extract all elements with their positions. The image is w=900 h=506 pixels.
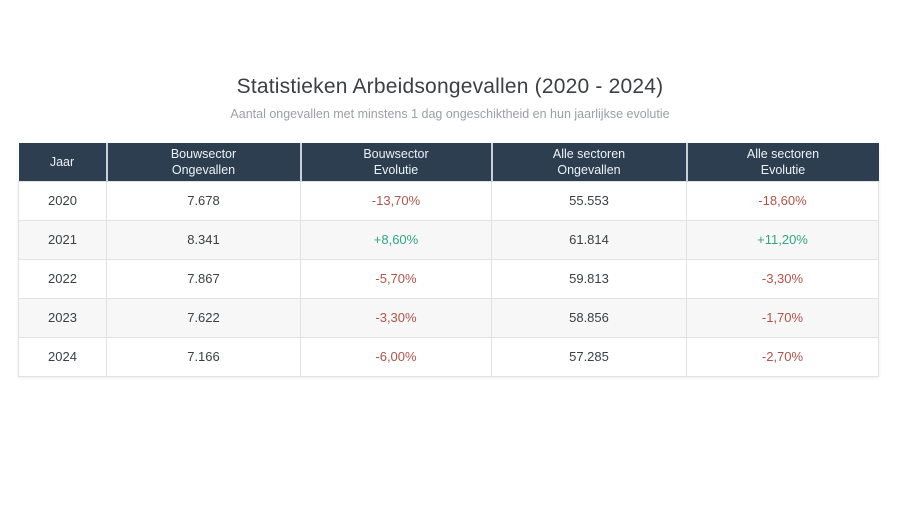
page-title: Statistieken Arbeidsongevallen (2020 - 2… [236, 75, 664, 98]
year-cell: 2022 [18, 258, 107, 299]
bouwsector-ongevallen-cell: 7.622 [106, 297, 301, 338]
alle-sectoren-evolutie-value: -18,60% [686, 180, 879, 221]
table-row-2022: 2022 7.867 -5,70% 59.813 -3,30% [18, 258, 879, 299]
bouwsector-ongevallen-cell: 8.341 [106, 219, 301, 260]
alle-sectoren-ongevallen-cell: 59.813 [491, 258, 687, 299]
table-row-2021: 2021 8.341 +8,60% 61.814 +11,20% [18, 219, 879, 260]
column-header-bouwsector-evolutie: Bouwsector Evolutie [300, 143, 493, 181]
alle-sectoren-ongevallen-cell: 57.285 [491, 336, 687, 377]
alle-sectoren-ongevallen-cell: 61.814 [491, 219, 687, 260]
bouwsector-evolutie-value: -13,70% [300, 180, 492, 221]
year-cell: 2021 [18, 219, 107, 260]
bouwsector-evolutie-value: -3,30% [300, 297, 492, 338]
column-header-bouwsector-ongevallen: Bouwsector Ongevallen [106, 143, 302, 181]
bouwsector-evolutie-value: -5,70% [300, 258, 492, 299]
column-header-alle-sectoren-evolutie: Alle sectoren Evolutie [686, 143, 879, 181]
alle-sectoren-ongevallen-cell: 55.553 [491, 180, 687, 221]
year-cell: 2023 [18, 297, 107, 338]
table-row-2020: 2020 7.678 -13,70% 55.553 -18,60% [18, 180, 879, 221]
table-header-row: Jaar Bouwsector Ongevallen Bouwsector Ev… [18, 143, 879, 181]
alle-sectoren-evolutie-value: -3,30% [686, 258, 879, 299]
bouwsector-ongevallen-cell: 7.678 [106, 180, 301, 221]
bouwsector-evolutie-value: +8,60% [300, 219, 492, 260]
bouwsector-ongevallen-cell: 7.867 [106, 258, 301, 299]
year-cell: 2020 [18, 180, 107, 221]
alle-sectoren-evolutie-value: -2,70% [686, 336, 879, 377]
alle-sectoren-evolutie-value: +11,20% [686, 219, 879, 260]
statistics-table: Jaar Bouwsector Ongevallen Bouwsector Ev… [18, 143, 879, 377]
column-header-alle-sectoren-ongevallen: Alle sectoren Ongevallen [491, 143, 688, 181]
table-row-2024: 2024 7.166 -6,00% 57.285 -2,70% [18, 336, 879, 377]
alle-sectoren-ongevallen-cell: 58.856 [491, 297, 687, 338]
alle-sectoren-evolutie-value: -1,70% [686, 297, 879, 338]
year-cell: 2024 [18, 336, 107, 377]
bouwsector-evolutie-value: -6,00% [300, 336, 492, 377]
column-header-jaar: Jaar [18, 143, 108, 181]
page-subtitle: Aantal ongevallen met minstens 1 dag ong… [230, 107, 670, 121]
table-row-2023: 2023 7.622 -3,30% 58.856 -1,70% [18, 297, 879, 338]
bouwsector-ongevallen-cell: 7.166 [106, 336, 301, 377]
